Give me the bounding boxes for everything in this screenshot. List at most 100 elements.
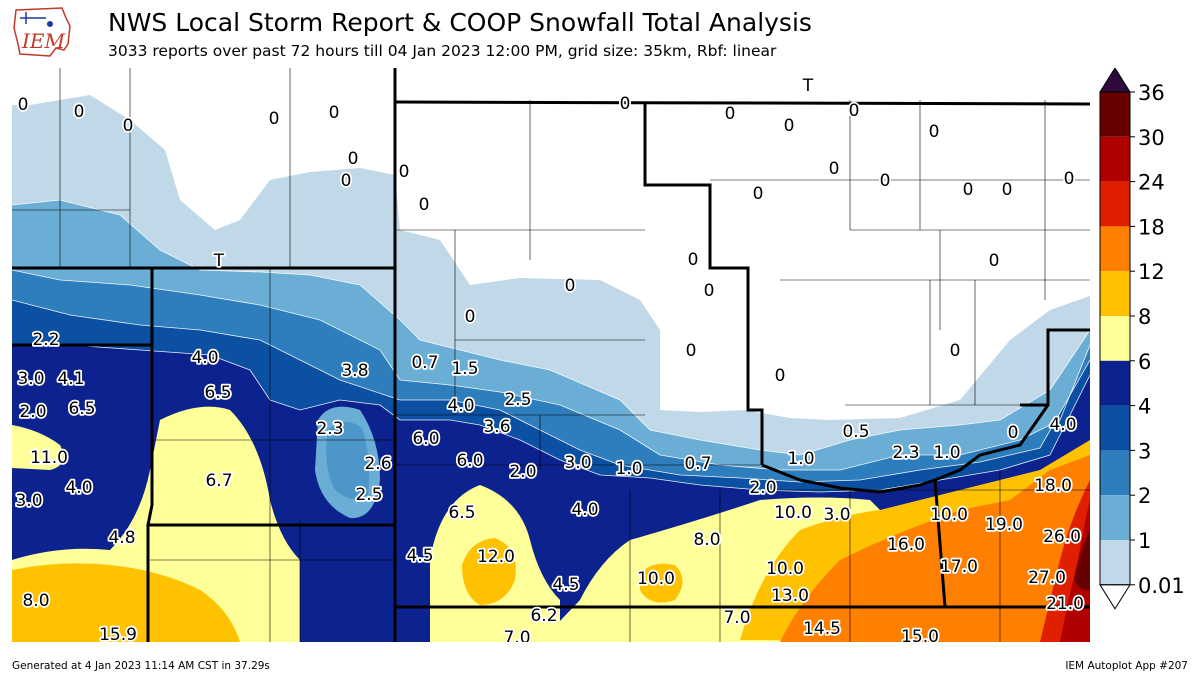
snowfall-label: 19.0 [985,515,1023,535]
snowfall-label: 4.0 [65,478,92,498]
snowfall-label: 0.7 [411,353,438,373]
contour-band-12 [780,455,1090,642]
snowfall-label: 8.0 [22,591,49,611]
snowfall-label: 0 [1008,423,1019,443]
colorbar-tick-label: 0.01 [1138,574,1185,598]
snowfall-label: 26.0 [1043,527,1081,547]
snowfall-label: 15.0 [901,627,939,642]
logo-text: IEM [21,29,66,53]
snowfall-label: 6.5 [204,383,231,403]
snowfall-label: 0 [775,366,786,386]
snowfall-label: 10.0 [774,503,812,523]
snowfall-label: 0 [880,171,891,191]
colorbar-segment [1100,226,1130,272]
snowfall-label: 1.0 [615,459,642,479]
snowfall-label: T [802,76,814,96]
snowfall-label: 6.0 [412,429,439,449]
snowfall-label: 3.0 [15,491,42,511]
snowfall-label: 0 [74,102,85,122]
snowfall-label: 0 [688,250,699,270]
colorbar-extend-min [1099,584,1131,610]
snowfall-label: 2.3 [316,419,343,439]
colorbar-tick-label: 1 [1138,529,1151,553]
colorbar-tick-label: 6 [1138,350,1151,374]
snowfall-label: 1.0 [787,449,814,469]
snowfall-label: 0 [565,276,576,296]
snowfall-label: 0 [963,180,974,200]
snowfall-label: 0 [123,116,134,136]
snowfall-label: 17.0 [940,557,978,577]
snowfall-label: 2.2 [32,330,59,350]
colorbar: 36 30 24 18 12 8 6 4 3 2 1 0.01 [1098,67,1200,613]
snowfall-label: 4.8 [108,528,135,548]
snowfall-label: 0 [704,281,715,301]
snowfall-label: 0 [465,307,476,327]
colorbar-tick-label: 36 [1138,81,1165,105]
snowfall-label: 6.7 [205,471,232,491]
snowfall-map: 0 0 0 0 0 0 0 0 0 0 T 0 0 0 0 0 0 0 0 0 0 0 0 0 0 0 0 0 0 0 T 2.2 3.0 4.1… [12,68,1090,642]
snowfall-label: 0 [725,104,736,124]
snowfall-label: 15.9 [99,625,137,642]
snowfall-label: 0 [341,171,352,191]
snowfall-label: 2.6 [364,454,391,474]
colorbar-segment [1100,92,1130,137]
snowfall-label: 0 [399,162,410,182]
snowfall-label: 2.3 [892,443,919,463]
snowfall-label: 6.2 [530,606,557,626]
snowfall-label: 1.0 [933,443,960,463]
chart-subtitle: 3033 reports over past 72 hours till 04 … [108,42,777,60]
snowfall-label: 4.1 [57,369,84,389]
colorbar-tick-label: 2 [1138,484,1151,508]
colorbar-tick-label: 8 [1138,305,1151,329]
snowfall-label: 2.5 [504,390,531,410]
snowfall-label: 8.0 [693,530,720,550]
snowfall-label: 0 [1002,180,1013,200]
snowfall-label: 1.5 [451,359,478,379]
snowfall-label: 14.5 [803,619,841,639]
snowfall-label: 0 [269,109,280,129]
snowfall-label: 2.0 [749,478,776,498]
snowfall-label: 10.0 [766,559,804,579]
snowfall-label: 3.8 [341,361,368,381]
colorbar-segment [1100,540,1130,585]
colorbar-segment [1100,450,1130,496]
app-id: IEM Autoplot App #207 [1065,660,1188,672]
snowfall-label: 4.0 [191,348,218,368]
snowfall-label: 0.5 [842,422,869,442]
snowfall-label: 3.0 [17,369,44,389]
snowfall-label: 6.5 [68,399,95,419]
colorbar-tick-label: 4 [1138,395,1151,419]
colorbar-extend-max [1099,67,1131,93]
snowfall-label: 4.5 [552,575,579,595]
snowfall-label: 11.0 [30,448,68,468]
colorbar-segment [1100,495,1130,540]
snowfall-label: 0 [829,159,840,179]
generation-note: Generated at 4 Jan 2023 11:14 AM CST in … [12,660,270,672]
snowfall-label: 0 [989,251,1000,271]
snowfall-label: 0 [1064,169,1075,189]
colorbar-segment [1100,271,1130,316]
snowfall-label: 4.5 [406,546,433,566]
colorbar-segment [1100,136,1130,182]
snowfall-label: 10.0 [637,569,675,589]
colorbar-segment [1100,405,1130,451]
snowfall-label: 0 [620,94,631,114]
snowfall-label: 0 [784,116,795,136]
colorbar-tick-label: 12 [1138,260,1165,284]
iem-logo: IEM [13,7,71,57]
snowfall-label: 0 [950,341,961,361]
colorbar-segment [1100,181,1130,227]
snowfall-label: 0 [18,95,29,115]
snowfall-label: 0 [348,149,359,169]
snowfall-label: 16.0 [887,535,925,555]
colorbar-segment [1100,360,1130,406]
snowfall-label: 3.0 [564,453,591,473]
snowfall-label: 0 [929,122,940,142]
snowfall-label: 2.0 [19,402,46,422]
snowfall-label: 4.0 [571,500,598,520]
contour-band-30 [1074,530,1090,591]
colorbar-segment [1100,316,1130,361]
snowfall-label: 0 [686,341,697,361]
snowfall-label: 6.5 [448,503,475,523]
